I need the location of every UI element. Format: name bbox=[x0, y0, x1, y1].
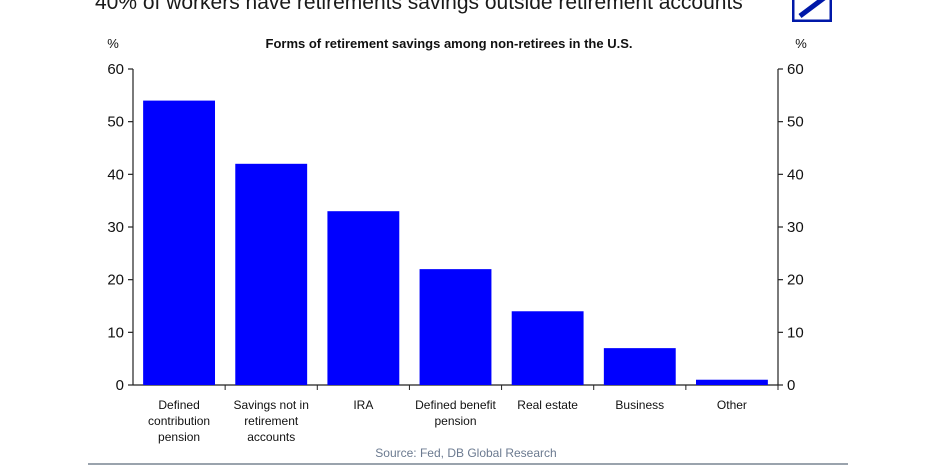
y-tick-label-left: 10 bbox=[107, 324, 124, 341]
y-tick-label-left: 50 bbox=[107, 114, 124, 131]
bar-2 bbox=[235, 163, 308, 385]
chart-title: Forms of retirement savings among non-re… bbox=[266, 36, 633, 51]
bar-6 bbox=[603, 348, 676, 385]
y-tick-label-left: 40 bbox=[107, 166, 124, 183]
x-tick-label-line: pension bbox=[434, 414, 476, 428]
bar-1 bbox=[143, 100, 216, 385]
x-tick-label-line: Real estate bbox=[517, 398, 578, 412]
y-axis-right-unit: % bbox=[795, 36, 807, 51]
y-tick-label-left: 0 bbox=[116, 377, 124, 394]
y-tick-label-left: 20 bbox=[107, 272, 124, 289]
x-tick-label-line: Defined bbox=[158, 398, 199, 412]
x-tick-label-line: Other bbox=[717, 398, 747, 412]
y-tick-label-right: 60 bbox=[787, 61, 804, 78]
bar-3 bbox=[327, 211, 400, 385]
y-tick-label-left: 60 bbox=[107, 61, 124, 78]
x-tick-label: Defined contribution pension bbox=[148, 398, 210, 444]
x-tick-label-line: IRA bbox=[353, 398, 373, 412]
source-note: Source: Fed, DB Global Research bbox=[375, 446, 557, 460]
x-tick-label: IRA bbox=[353, 398, 373, 412]
x-tick-label-line: contribution bbox=[148, 414, 210, 428]
x-tick-label-line: accounts bbox=[247, 430, 295, 444]
x-tick-label: Real estate bbox=[517, 398, 578, 412]
y-tick-label-right: 30 bbox=[787, 219, 804, 236]
bank-logo-icon bbox=[792, 0, 832, 22]
y-axis-left-unit: % bbox=[107, 36, 119, 51]
x-tick-label-line: Business bbox=[615, 398, 664, 412]
y-tick-label-right: 40 bbox=[787, 166, 804, 183]
bottom-rule bbox=[88, 463, 848, 465]
bar-4 bbox=[419, 269, 492, 385]
y-tick-label-right: 0 bbox=[787, 377, 795, 394]
x-tick-label: Business bbox=[615, 398, 664, 412]
y-tick-label-right: 10 bbox=[787, 324, 804, 341]
y-tick-label-left: 30 bbox=[107, 219, 124, 236]
headline: 40% of workers have retirements savings … bbox=[95, 0, 743, 14]
bar-5 bbox=[511, 311, 584, 385]
x-tick-label-line: Defined benefit bbox=[415, 398, 496, 412]
y-tick-label-right: 50 bbox=[787, 114, 804, 131]
x-tick-label-line: retirement bbox=[244, 414, 299, 428]
y-tick-label-right: 20 bbox=[787, 272, 804, 289]
x-tick-label-line: pension bbox=[158, 430, 200, 444]
bar-7 bbox=[695, 379, 768, 385]
x-tick-label: Other bbox=[717, 398, 747, 412]
x-tick-label: Savings not in retirement accounts bbox=[234, 398, 309, 444]
x-tick-label-line: Savings not in bbox=[234, 398, 309, 412]
x-tick-label: Defined benefit pension bbox=[415, 398, 496, 428]
